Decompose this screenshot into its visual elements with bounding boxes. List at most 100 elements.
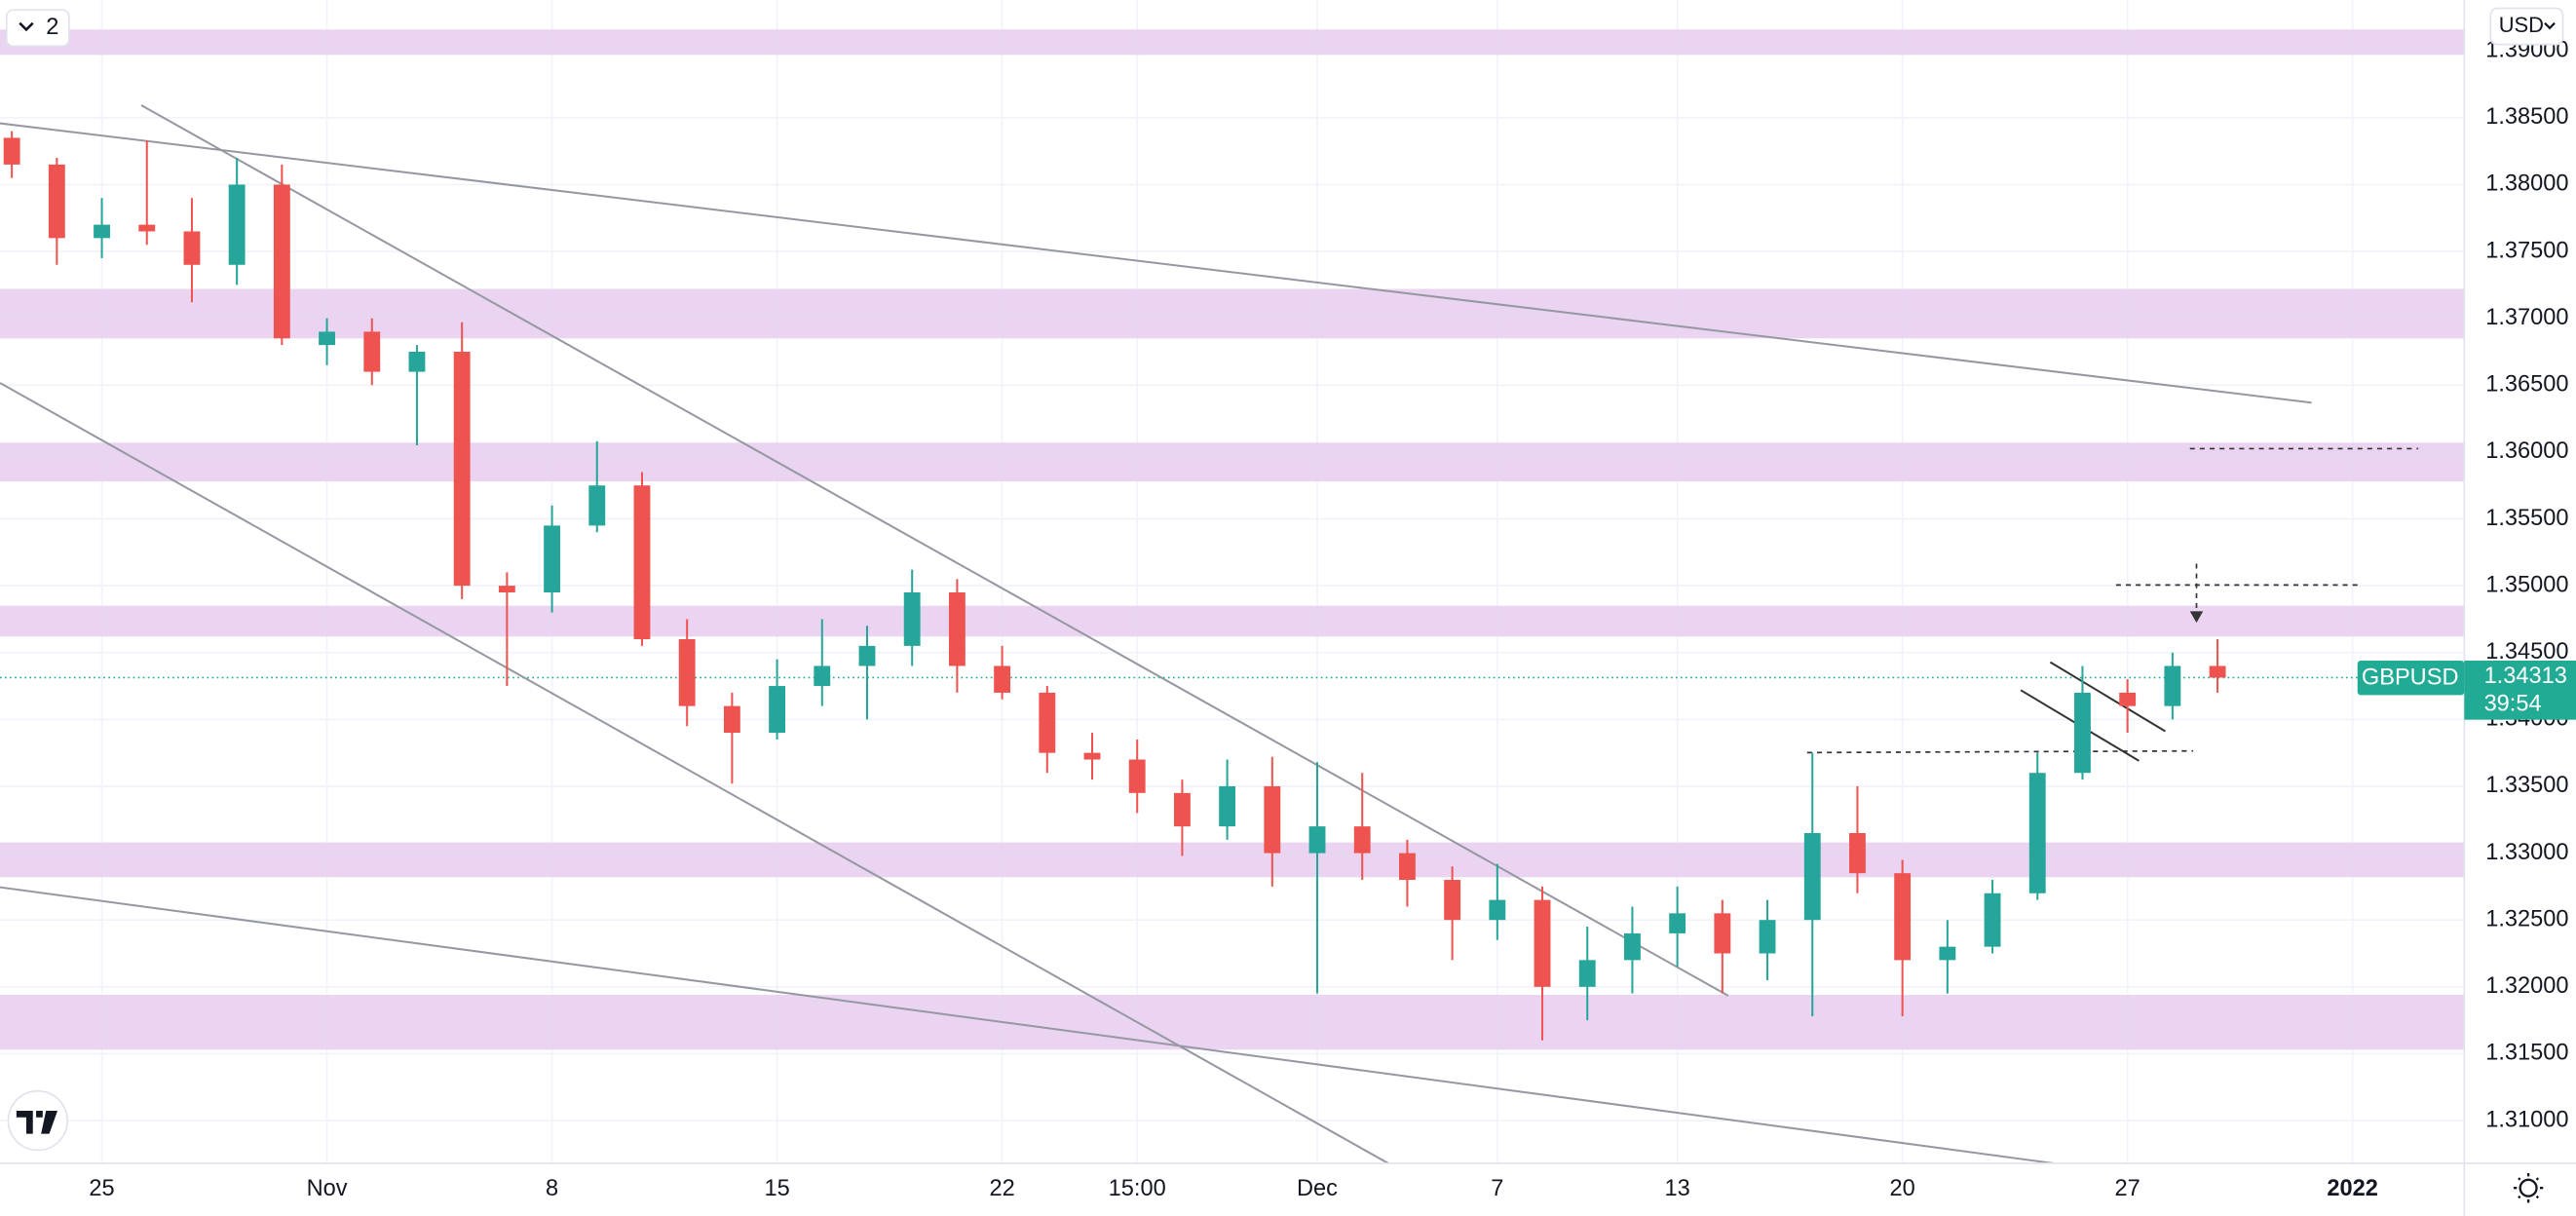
zone [0, 605, 2465, 637]
candle-body [1534, 899, 1551, 987]
level-line [1806, 749, 2194, 754]
logo-circle [7, 1089, 68, 1152]
last-price: 1.34313 [2484, 664, 2567, 689]
y-tick-label: 1.36500 [2485, 372, 2568, 398]
axes: 1.31000 1.31500 1.32000 1.32500 1.33000 1.335… [89, 37, 2568, 1201]
candle-body [588, 485, 606, 526]
logo-mark [16, 1110, 58, 1134]
candle-body [1308, 826, 1326, 854]
candle-body [363, 331, 381, 372]
y-tick-label: 1.34500 [2485, 639, 2568, 665]
drawings [0, 104, 2419, 1163]
y-tick-label: 1.37000 [2485, 305, 2568, 330]
candle-body [1444, 880, 1461, 921]
zone [0, 842, 2465, 878]
candles [3, 131, 2226, 1041]
x-tick-label: 20 [1890, 1176, 1915, 1201]
y-tick-label: 1.32000 [2485, 973, 2568, 999]
zone [0, 288, 2465, 339]
x-tick-label: 7 [1491, 1176, 1503, 1201]
candle-body [1803, 833, 1821, 921]
candle-body [2028, 773, 2046, 893]
interval-box[interactable] [5, 9, 70, 48]
candle-body [1264, 785, 1281, 854]
candle-body [94, 224, 110, 239]
interval[interactable]: 2 [46, 15, 58, 40]
y-tick-label: 1.31000 [2485, 1107, 2568, 1132]
chevron [2544, 21, 2556, 30]
candle-body [723, 705, 740, 734]
currency[interactable]: USD [2499, 13, 2544, 37]
candle-body [544, 525, 561, 592]
y-tick-label: 1.31500 [2485, 1041, 2568, 1066]
candle-body [319, 331, 335, 346]
candle-body [1489, 899, 1506, 921]
candle-body [858, 645, 876, 666]
candle-body [1759, 920, 1776, 954]
candle-body [48, 164, 65, 239]
zones [0, 29, 2465, 1050]
candle-body [183, 231, 201, 265]
zone [0, 29, 2465, 56]
x-tick-label: Nov [307, 1176, 348, 1201]
settings-gear[interactable] [2519, 1178, 2538, 1197]
candle-body [769, 686, 786, 734]
x-tick-label: 8 [546, 1176, 558, 1201]
candle-body [1669, 913, 1686, 933]
candle-body [678, 639, 696, 706]
candle-body [1173, 792, 1191, 827]
candle-body [1714, 913, 1731, 954]
settings-icon[interactable] [2513, 1173, 2544, 1203]
candle-body [2209, 665, 2226, 678]
trend-line [2049, 661, 2166, 733]
y-tick-label: 1.33500 [2485, 773, 2568, 798]
y-tick-label: 1.38500 [2485, 104, 2568, 130]
price-label: GBPUSD 1.34313 39:54 [2357, 660, 2576, 720]
currency-box[interactable] [2489, 7, 2564, 46]
candle-body [1624, 932, 1641, 961]
candle-body [814, 665, 831, 687]
candle-body [2164, 665, 2181, 706]
settings-rays [2513, 1173, 2544, 1203]
zone [0, 442, 2465, 482]
candle-body [2074, 692, 2091, 774]
candle-body [1039, 692, 1056, 753]
arrow-head [2189, 611, 2204, 624]
candle-body [1984, 893, 2001, 947]
candle-body [138, 224, 156, 232]
y-tick-label: 1.35000 [2485, 572, 2568, 597]
x-tick-label: 22 [989, 1176, 1014, 1201]
candle-body [1849, 833, 1866, 874]
candle-body [1578, 960, 1596, 987]
candle-body [273, 184, 290, 339]
candle-body [1894, 873, 1912, 961]
x-tick-label: Dec [1297, 1176, 1338, 1201]
trend-line [0, 382, 1389, 1163]
candle-body [1128, 759, 1146, 793]
y-tick-label: 1.38000 [2485, 171, 2568, 197]
candle-body [3, 137, 20, 165]
symbol-box [2357, 660, 2465, 696]
x-tick-label: 15:00 [1109, 1176, 1166, 1201]
interval-button[interactable]: 2 [5, 9, 70, 48]
candle-body [408, 351, 426, 372]
candle-body [1353, 826, 1371, 854]
zone [0, 995, 2465, 1050]
x-tick-label: 15 [764, 1176, 789, 1201]
candle-body [903, 591, 921, 646]
candle-body [453, 351, 471, 587]
candle-body [1083, 752, 1101, 760]
y-tick-label: 1.33000 [2485, 840, 2568, 865]
trend-line [140, 104, 1729, 997]
grid [0, 0, 2465, 1163]
y-tick-label: 1.32500 [2485, 906, 2568, 931]
symbol: GBPUSD [2362, 665, 2459, 691]
candle-body [948, 591, 966, 666]
countdown: 39:54 [2484, 692, 2542, 717]
chevron [19, 21, 34, 32]
x-tick-label: 2022 [2327, 1176, 2378, 1201]
x-tick-label: 13 [1665, 1176, 1690, 1201]
currency-button[interactable]: USD [2489, 7, 2564, 46]
trend-line [0, 122, 2312, 404]
